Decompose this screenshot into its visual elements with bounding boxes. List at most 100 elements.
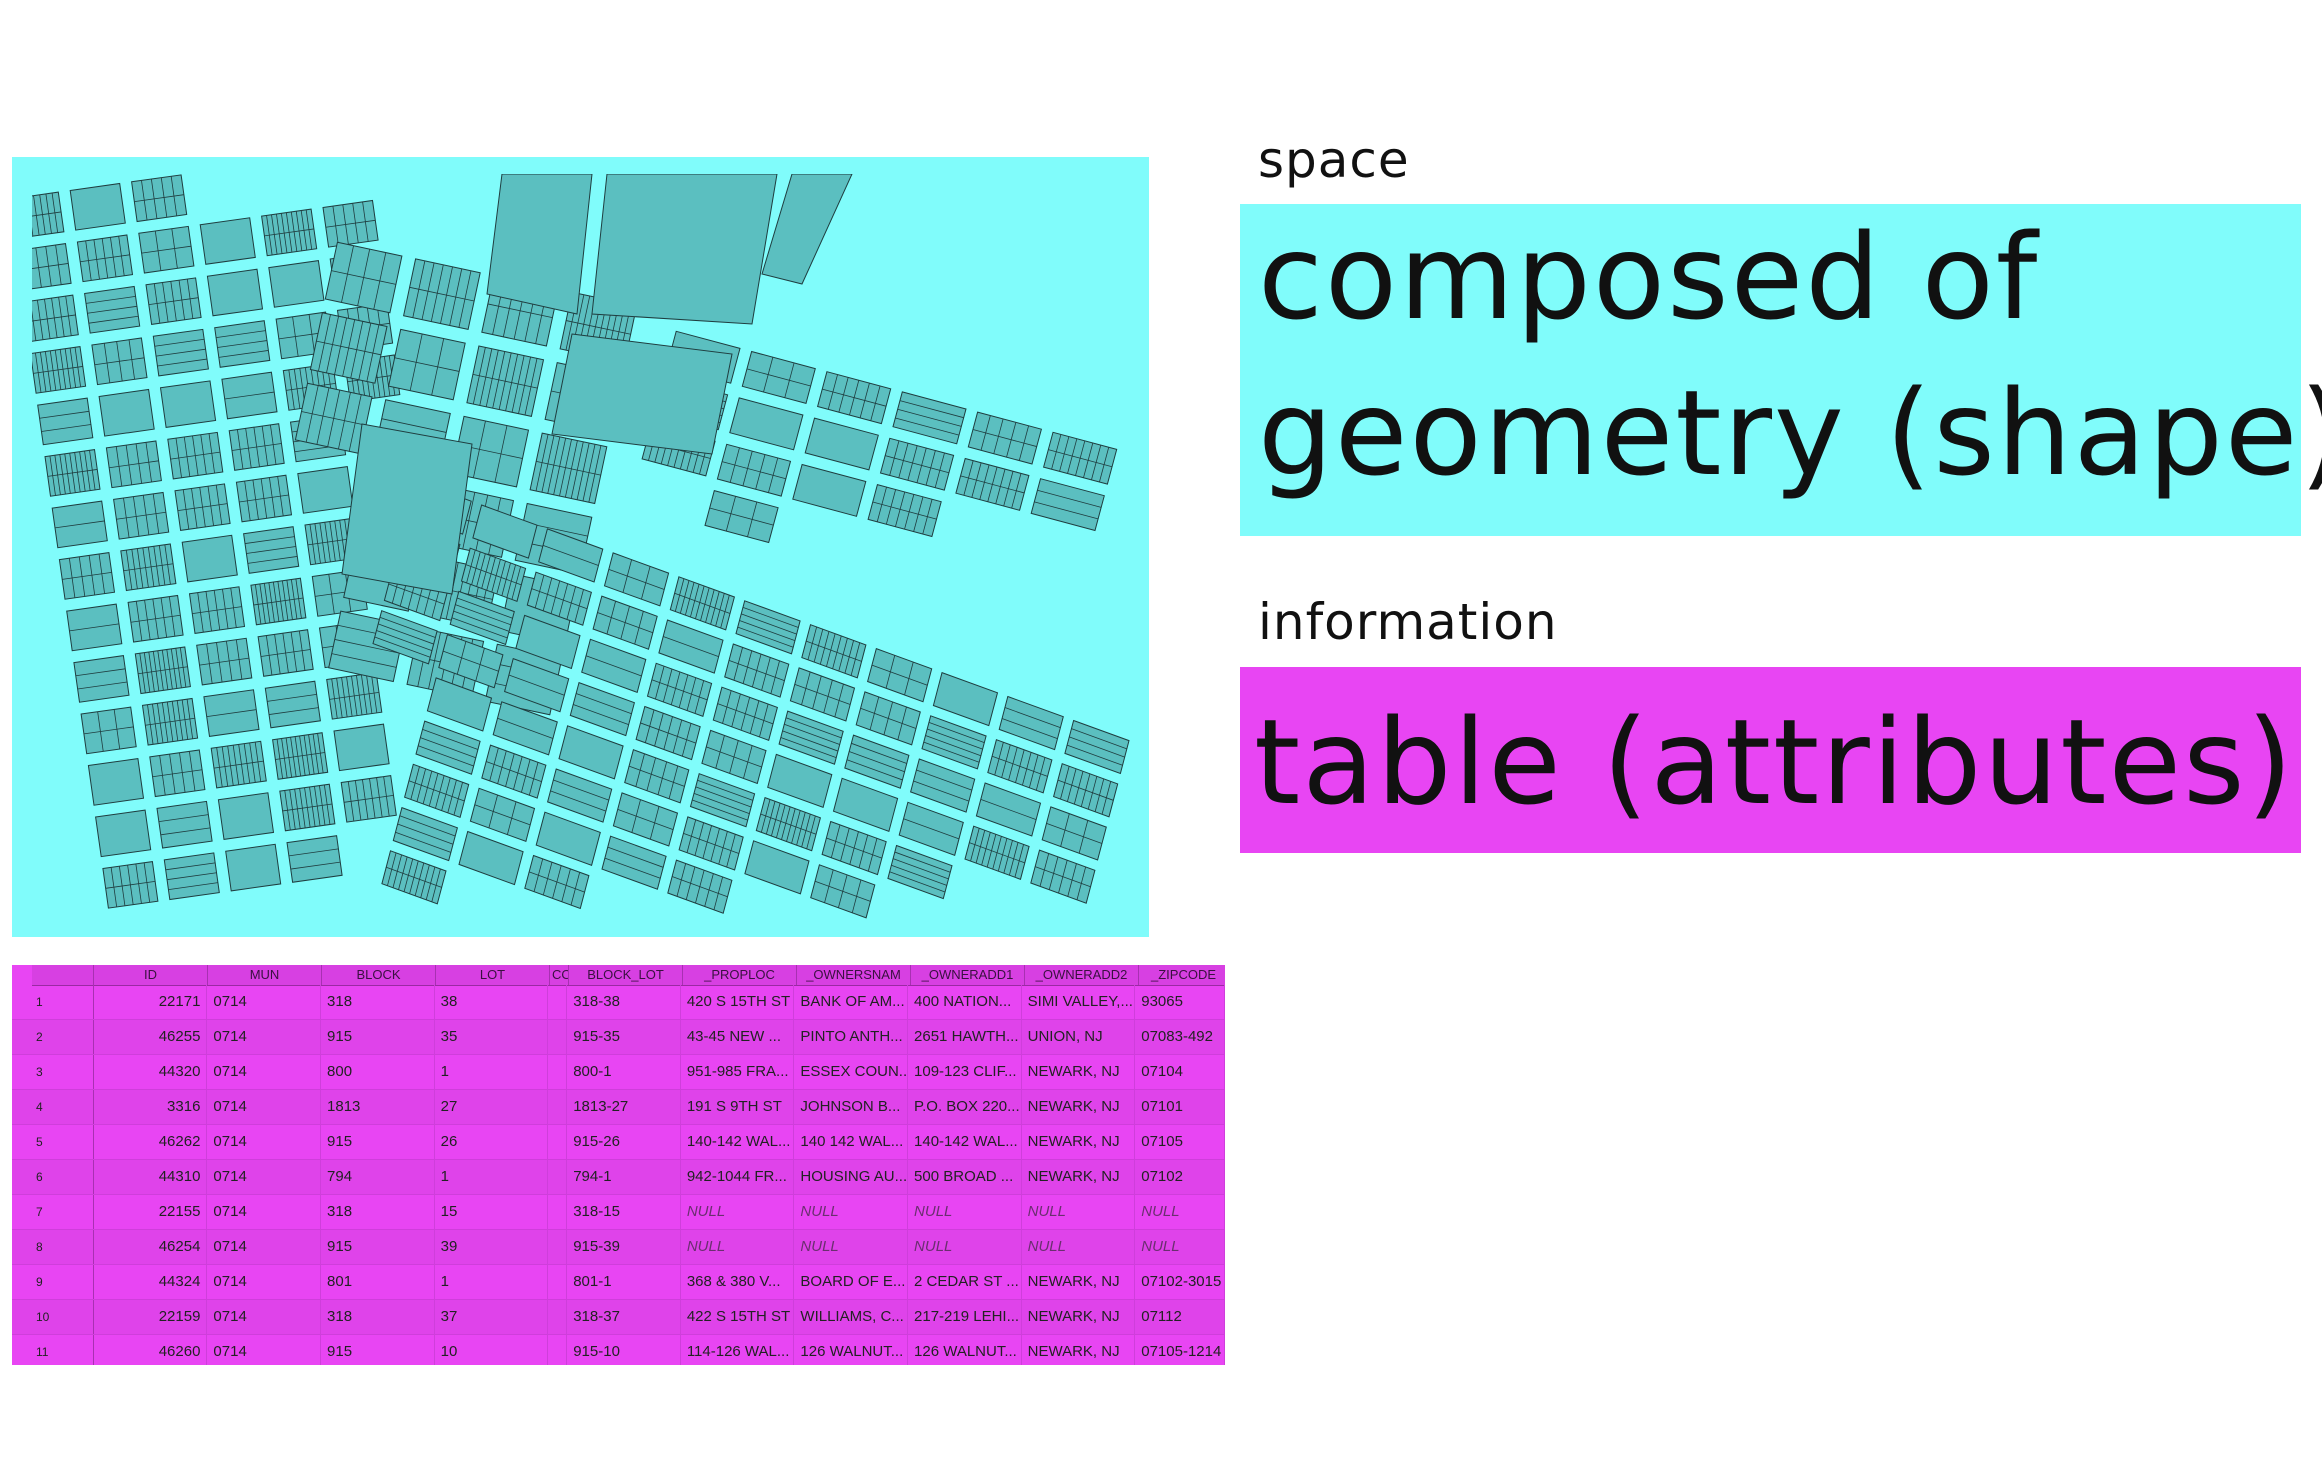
column-header-mun[interactable]: MUN <box>208 965 322 985</box>
cell-owneradd2[interactable]: NULL <box>1022 1195 1136 1229</box>
cell-proploc[interactable]: 368 & 380 V... <box>681 1265 795 1299</box>
cell-owneradd1[interactable]: 500 BROAD ... <box>908 1160 1022 1194</box>
cell-owneradd1[interactable]: NULL <box>908 1195 1022 1229</box>
cell-mun[interactable]: 0714 <box>207 1020 322 1054</box>
cell-ownersnam[interactable]: HOUSING AU... <box>794 1160 909 1194</box>
cell-id[interactable]: 3316 <box>94 1090 208 1124</box>
cell-mun[interactable]: 0714 <box>207 1300 322 1334</box>
cell-block[interactable]: 318 <box>321 985 435 1019</box>
cell-lot[interactable]: 10 <box>435 1335 549 1365</box>
column-header-id[interactable]: ID <box>94 965 208 985</box>
cell-block[interactable]: 318 <box>321 1195 435 1229</box>
cell-zipcode[interactable]: 07105 <box>1135 1125 1225 1159</box>
column-header-owneradd2[interactable]: _OWNERADD2 <box>1025 965 1139 985</box>
cell-block-lot[interactable]: 318-15 <box>567 1195 681 1229</box>
cell-mun[interactable]: 0714 <box>207 1090 322 1124</box>
cell-owneradd2[interactable]: NEWARK, NJ <box>1022 1055 1136 1089</box>
cell-proploc[interactable]: NULL <box>681 1230 795 1264</box>
cell-block-lot[interactable]: 318-37 <box>567 1300 681 1334</box>
row-number[interactable]: 1 <box>12 985 94 1019</box>
cell-co[interactable] <box>548 1055 568 1089</box>
cell-co[interactable] <box>548 1090 568 1124</box>
cell-co[interactable] <box>548 1300 568 1334</box>
cell-ownersnam[interactable]: JOHNSON B... <box>794 1090 909 1124</box>
cell-id[interactable]: 44320 <box>94 1055 208 1089</box>
cell-ownersnam[interactable]: WILLIAMS, C... <box>794 1300 909 1334</box>
cell-owneradd1[interactable]: 217-219 LEHI... <box>908 1300 1022 1334</box>
cell-ownersnam[interactable]: 126 WALNUT... <box>794 1335 909 1365</box>
cell-co[interactable] <box>548 1265 568 1299</box>
cell-lot[interactable]: 15 <box>435 1195 549 1229</box>
table-row[interactable]: 9 44324 0714 801 1 801-1 368 & 380 V... BOARD O… <box>12 1265 1225 1300</box>
cell-mun[interactable]: 0714 <box>207 1195 322 1229</box>
table-row[interactable]: 2 46255 0714 915 35 915-35 43-45 NEW ... PINTO … <box>12 1020 1225 1055</box>
table-row[interactable]: 6 44310 0714 794 1 794-1 942-1044 FR... HOUSING… <box>12 1160 1225 1195</box>
cell-block-lot[interactable]: 915-26 <box>567 1125 681 1159</box>
cell-zipcode[interactable]: 07105-1214 <box>1135 1335 1225 1365</box>
cell-proploc[interactable]: 422 S 15TH ST <box>681 1300 795 1334</box>
cell-block[interactable]: 794 <box>321 1160 435 1194</box>
cell-owneradd2[interactable]: NEWARK, NJ <box>1022 1125 1136 1159</box>
cell-lot[interactable]: 39 <box>435 1230 549 1264</box>
cell-id[interactable]: 46262 <box>94 1125 208 1159</box>
cell-proploc[interactable]: 942-1044 FR... <box>681 1160 795 1194</box>
cell-owneradd1[interactable]: NULL <box>908 1230 1022 1264</box>
cell-mun[interactable]: 0714 <box>207 1335 322 1365</box>
cell-block-lot[interactable]: 800-1 <box>567 1055 681 1089</box>
cell-co[interactable] <box>548 1195 568 1229</box>
row-number[interactable]: 9 <box>12 1265 94 1299</box>
cell-id[interactable]: 22171 <box>94 985 208 1019</box>
column-header-lot[interactable]: LOT <box>436 965 550 985</box>
cell-lot[interactable]: 1 <box>435 1265 549 1299</box>
cell-owneradd2[interactable]: NULL <box>1022 1230 1136 1264</box>
cell-co[interactable] <box>548 985 568 1019</box>
cell-block-lot[interactable]: 318-38 <box>567 985 681 1019</box>
row-number[interactable]: 2 <box>12 1020 94 1054</box>
cell-block[interactable]: 1813 <box>321 1090 435 1124</box>
cell-lot[interactable]: 1 <box>435 1055 549 1089</box>
cell-block-lot[interactable]: 915-35 <box>567 1020 681 1054</box>
cell-lot[interactable]: 27 <box>435 1090 549 1124</box>
cell-proploc[interactable]: 191 S 9TH ST <box>681 1090 795 1124</box>
cell-block[interactable]: 915 <box>321 1335 435 1365</box>
cell-co[interactable] <box>548 1020 568 1054</box>
table-row[interactable]: 4 3316 0714 1813 27 1813-27 191 S 9TH ST JOHNSO… <box>12 1090 1225 1125</box>
cell-id[interactable]: 22159 <box>94 1300 208 1334</box>
cell-ownersnam[interactable]: NULL <box>794 1230 909 1264</box>
cell-ownersnam[interactable]: ESSEX COUN... <box>794 1055 909 1089</box>
cell-lot[interactable]: 38 <box>435 985 549 1019</box>
cell-ownersnam[interactable]: BOARD OF E... <box>794 1265 909 1299</box>
cell-lot[interactable]: 26 <box>435 1125 549 1159</box>
cell-zipcode[interactable]: 07101 <box>1135 1090 1225 1124</box>
cell-owneradd2[interactable]: NEWARK, NJ <box>1022 1265 1136 1299</box>
table-row[interactable]: 7 22155 0714 318 15 318-15 NULL NULL NULL NULL NUL… <box>12 1195 1225 1230</box>
cell-owneradd1[interactable]: 126 WALNUT... <box>908 1335 1022 1365</box>
table-row[interactable]: 10 22159 0714 318 37 318-37 422 S 15TH ST WILLI… <box>12 1300 1225 1335</box>
cell-zipcode[interactable]: 07102 <box>1135 1160 1225 1194</box>
table-row[interactable]: 1 22171 0714 318 38 318-38 420 S 15TH ST BANK O… <box>12 985 1225 1020</box>
row-number[interactable]: 6 <box>12 1160 94 1194</box>
cell-zipcode[interactable]: 07104 <box>1135 1055 1225 1089</box>
cell-owneradd2[interactable]: NEWARK, NJ <box>1022 1090 1136 1124</box>
column-header-owneradd1[interactable]: _OWNERADD1 <box>911 965 1025 985</box>
cell-block[interactable]: 800 <box>321 1055 435 1089</box>
cell-co[interactable] <box>548 1335 568 1365</box>
cell-zipcode[interactable]: 07083-492 <box>1135 1020 1225 1054</box>
row-number[interactable]: 10 <box>12 1300 94 1334</box>
row-number[interactable]: 5 <box>12 1125 94 1159</box>
cell-co[interactable] <box>548 1160 568 1194</box>
cell-owneradd2[interactable]: UNION, NJ <box>1022 1020 1136 1054</box>
cell-ownersnam[interactable]: BANK OF AM... <box>794 985 909 1019</box>
cell-block[interactable]: 318 <box>321 1300 435 1334</box>
row-number[interactable]: 8 <box>12 1230 94 1264</box>
cell-proploc[interactable]: NULL <box>681 1195 795 1229</box>
cell-id[interactable]: 44310 <box>94 1160 208 1194</box>
cell-proploc[interactable]: 420 S 15TH ST <box>681 985 795 1019</box>
cell-zipcode[interactable]: 93065 <box>1135 985 1225 1019</box>
cell-ownersnam[interactable]: NULL <box>794 1195 909 1229</box>
row-number[interactable]: 7 <box>12 1195 94 1229</box>
cell-owneradd2[interactable]: NEWARK, NJ <box>1022 1160 1136 1194</box>
column-header-block[interactable]: BLOCK <box>322 965 436 985</box>
cell-owneradd1[interactable]: 109-123 CLIF... <box>908 1055 1022 1089</box>
cell-block[interactable]: 915 <box>321 1230 435 1264</box>
